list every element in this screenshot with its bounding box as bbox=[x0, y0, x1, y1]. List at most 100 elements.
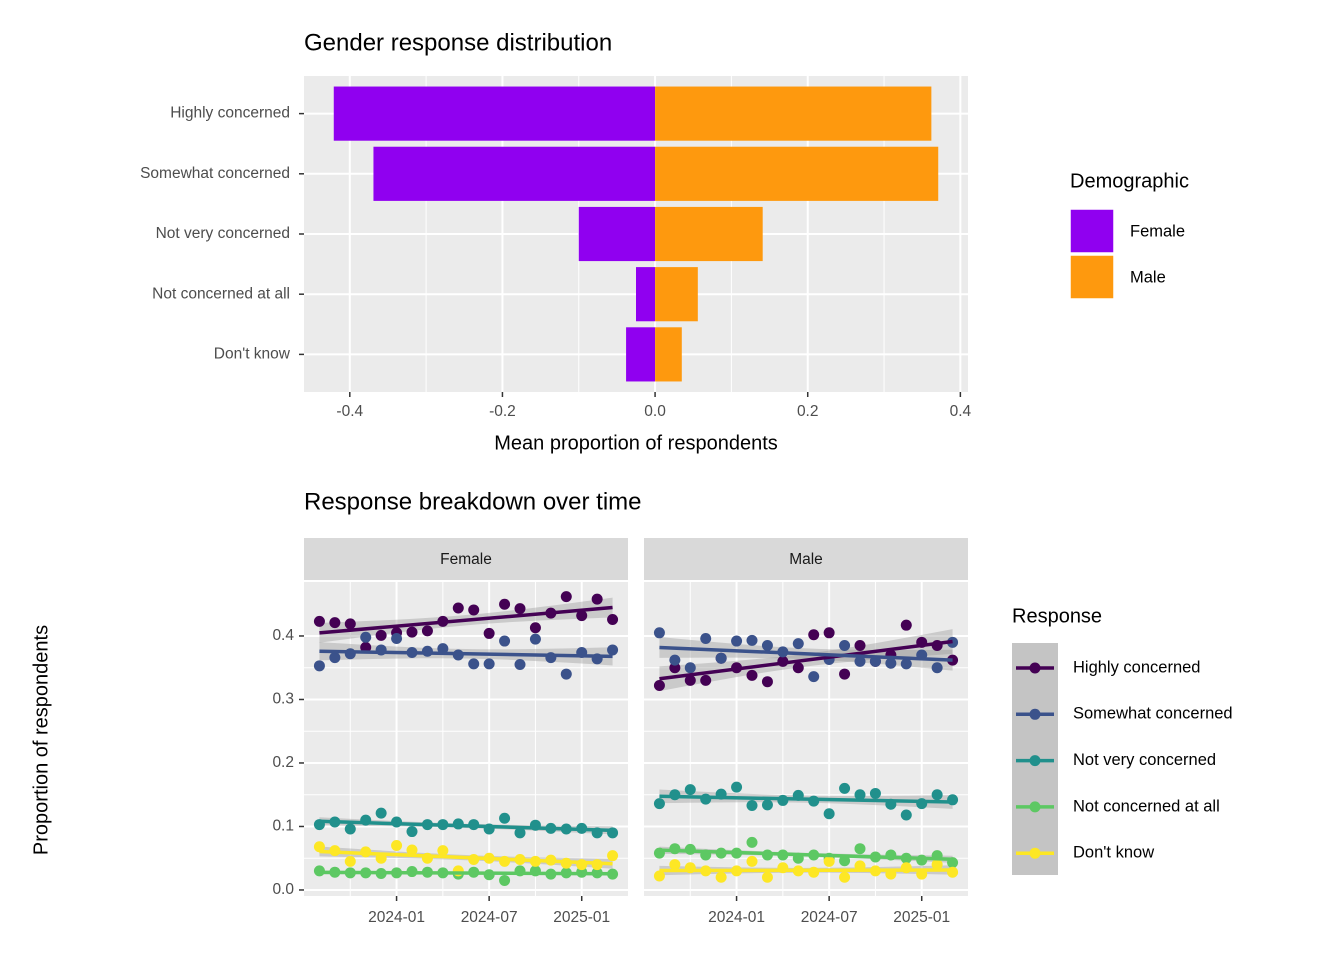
trend-line bbox=[319, 849, 613, 866]
legend-label: Highly concerned bbox=[1073, 658, 1201, 676]
point bbox=[746, 634, 758, 646]
point bbox=[499, 812, 511, 824]
y-tick-label: Somewhat concerned bbox=[140, 165, 290, 182]
trend-line bbox=[659, 645, 953, 662]
trend-line bbox=[319, 605, 613, 635]
point bbox=[700, 674, 712, 686]
point bbox=[839, 782, 851, 794]
x-tick-label: 2025-01 bbox=[553, 909, 610, 926]
point bbox=[529, 622, 541, 634]
x-tick-label: 2025-01 bbox=[893, 909, 950, 926]
legend-key bbox=[1029, 662, 1041, 674]
bar bbox=[655, 146, 939, 201]
point bbox=[684, 662, 696, 674]
point bbox=[406, 626, 418, 638]
y-tick-label: 0.2 bbox=[272, 754, 294, 771]
trend-line bbox=[659, 868, 953, 873]
point bbox=[560, 591, 572, 603]
point bbox=[761, 639, 773, 651]
point bbox=[452, 602, 464, 614]
point bbox=[808, 629, 820, 641]
legend-label: Not very concerned bbox=[1073, 751, 1216, 769]
point bbox=[792, 638, 804, 650]
legend-key bbox=[1029, 708, 1041, 720]
point bbox=[931, 859, 943, 871]
point bbox=[746, 855, 758, 867]
strip bbox=[644, 538, 968, 580]
legend-key bbox=[1029, 801, 1041, 813]
point bbox=[437, 845, 449, 857]
point bbox=[499, 874, 511, 886]
point bbox=[313, 615, 325, 627]
point bbox=[653, 680, 665, 692]
point bbox=[421, 625, 433, 637]
point bbox=[576, 610, 588, 622]
legend-title: Response bbox=[1012, 605, 1102, 627]
y-tick-label: Not very concerned bbox=[156, 225, 290, 242]
point bbox=[669, 789, 681, 801]
point bbox=[499, 635, 511, 647]
y-tick-label: Highly concerned bbox=[170, 105, 290, 122]
point bbox=[560, 668, 572, 680]
point bbox=[700, 793, 712, 805]
point bbox=[421, 645, 433, 657]
point bbox=[669, 859, 681, 871]
point bbox=[669, 654, 681, 666]
point bbox=[684, 784, 696, 796]
x-tick-label: 2024-01 bbox=[708, 909, 765, 926]
y-tick-label: Not concerned at all bbox=[152, 285, 290, 302]
x-tick-label: 2024-07 bbox=[801, 909, 858, 926]
point bbox=[607, 868, 619, 880]
legend-key bbox=[1069, 254, 1115, 300]
point bbox=[931, 662, 943, 674]
x-tick-label: -0.4 bbox=[336, 403, 363, 420]
x-tick-label: -0.2 bbox=[489, 403, 516, 420]
point bbox=[854, 639, 866, 651]
point bbox=[653, 798, 665, 810]
point bbox=[344, 618, 356, 630]
point bbox=[344, 823, 356, 835]
point bbox=[514, 659, 526, 671]
panel bbox=[644, 582, 968, 896]
trend-line bbox=[659, 639, 953, 681]
x-tick-label: 0.2 bbox=[797, 403, 819, 420]
point bbox=[931, 789, 943, 801]
point bbox=[653, 870, 665, 882]
point bbox=[869, 787, 881, 799]
point bbox=[607, 850, 619, 862]
point bbox=[746, 800, 758, 812]
strip bbox=[304, 538, 628, 580]
point bbox=[669, 843, 681, 855]
point bbox=[900, 658, 912, 670]
point bbox=[375, 807, 387, 819]
point bbox=[483, 627, 495, 639]
point bbox=[854, 843, 866, 855]
point bbox=[607, 644, 619, 656]
point bbox=[808, 671, 820, 683]
point bbox=[406, 844, 418, 856]
bar bbox=[373, 146, 656, 201]
bar bbox=[655, 327, 682, 382]
y-tick-label: 0.0 bbox=[272, 881, 294, 898]
point bbox=[406, 826, 418, 838]
point bbox=[468, 658, 480, 670]
y-axis-label: Proportion of respondents bbox=[30, 625, 52, 855]
point bbox=[360, 641, 372, 653]
point bbox=[839, 855, 851, 867]
point bbox=[329, 652, 341, 664]
point bbox=[854, 789, 866, 801]
x-tick-label: 0.0 bbox=[644, 403, 666, 420]
chart-title: Response breakdown over time bbox=[304, 488, 642, 515]
point bbox=[391, 633, 403, 645]
point bbox=[391, 840, 403, 852]
bar bbox=[655, 267, 698, 322]
point bbox=[885, 657, 897, 669]
point bbox=[731, 781, 743, 793]
legend-key bbox=[1029, 755, 1041, 767]
chart-title: Gender response distribution bbox=[304, 29, 612, 56]
point bbox=[360, 631, 372, 643]
point bbox=[731, 635, 743, 647]
point bbox=[529, 633, 541, 645]
point bbox=[468, 604, 480, 616]
point bbox=[839, 639, 851, 651]
